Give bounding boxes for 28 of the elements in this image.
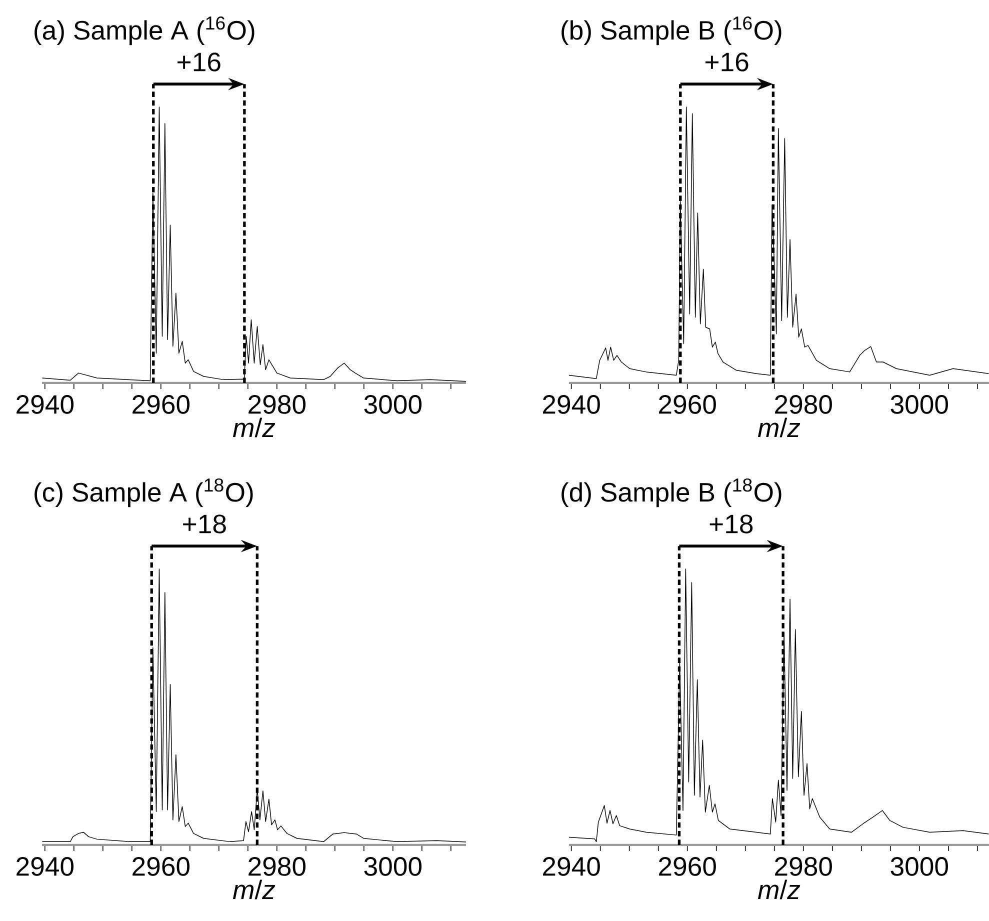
x-tick-label: 2980 <box>775 395 832 414</box>
x-tick-label: 3000 <box>364 857 422 876</box>
x-tick-label: 2940 <box>16 857 74 876</box>
text: +18 <box>710 514 753 534</box>
x-tick-label: 3000 <box>890 395 948 414</box>
chart-title: (b) Sample B ($^{16}$O) <box>562 16 782 46</box>
text: +18 <box>183 514 226 534</box>
x-tick-label: 2940 <box>543 857 600 876</box>
x-axis-title: m/z <box>758 418 800 438</box>
x-tick-label: 2960 <box>132 395 190 414</box>
chart-title: (d) Sample B ($^{18}$O) <box>562 478 782 508</box>
x-tick-label: 2940 <box>543 395 600 414</box>
x-tick-label: 2960 <box>659 857 716 876</box>
x-tick-label: 2940 <box>16 395 74 414</box>
chart-title: (c) Sample A ($^{18}$O) <box>34 478 253 508</box>
x-axis-title: m/z <box>232 880 276 900</box>
x-tick-label: 2980 <box>248 857 306 876</box>
x-tick-label: 3000 <box>890 857 948 876</box>
text: +16 <box>178 52 220 72</box>
text: +16 <box>705 52 748 72</box>
x-axis-title: m/z <box>758 880 800 900</box>
x-tick-label: 2960 <box>659 395 716 414</box>
x-tick-label: 2980 <box>248 395 306 414</box>
x-axis-title: m/z <box>232 418 276 438</box>
x-tick-label: 3000 <box>364 395 422 414</box>
x-tick-label: 2980 <box>775 857 832 876</box>
x-tick-label: 2960 <box>132 857 190 876</box>
chart-title: (a) Sample A ($^{16}$O) <box>34 16 254 46</box>
